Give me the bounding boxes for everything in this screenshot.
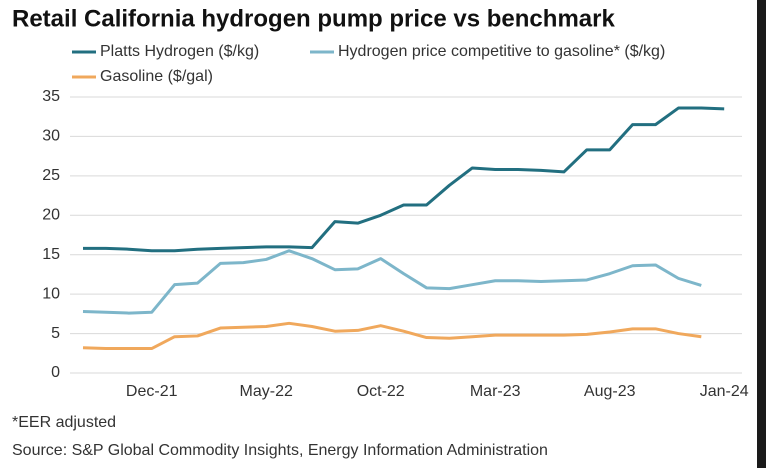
- x-tick-label: Jan-24: [700, 383, 749, 400]
- x-tick-label: Oct-22: [357, 383, 405, 400]
- x-tick-label: Dec-21: [126, 383, 178, 400]
- y-tick-label: 0: [51, 364, 60, 381]
- chart-title: Retail California hydrogen pump price vs…: [12, 5, 615, 32]
- y-tick-label: 5: [51, 325, 60, 342]
- y-tick-label: 20: [42, 207, 60, 224]
- legend-label: Platts Hydrogen ($/kg): [100, 43, 259, 60]
- x-tick-label: Aug-23: [584, 383, 636, 400]
- source: Source: S&P Global Commodity Insights, E…: [12, 442, 548, 459]
- y-tick-label: 25: [42, 167, 60, 184]
- footnote: *EER adjusted: [12, 414, 116, 431]
- y-tick-label: 35: [42, 88, 60, 105]
- y-tick-label: 15: [42, 246, 60, 263]
- legend-label: Gasoline ($/gal): [100, 68, 213, 85]
- y-tick-label: 30: [42, 128, 60, 145]
- series-line: [83, 106, 725, 253]
- series-line: [82, 249, 702, 315]
- x-tick-label: Mar-23: [470, 383, 521, 400]
- legend-label: Hydrogen price competitive to gasoline* …: [338, 43, 665, 60]
- y-tick-label: 10: [42, 285, 60, 302]
- x-tick-label: May-22: [240, 383, 293, 400]
- series-line: [82, 321, 702, 351]
- frame-edge: [757, 0, 766, 468]
